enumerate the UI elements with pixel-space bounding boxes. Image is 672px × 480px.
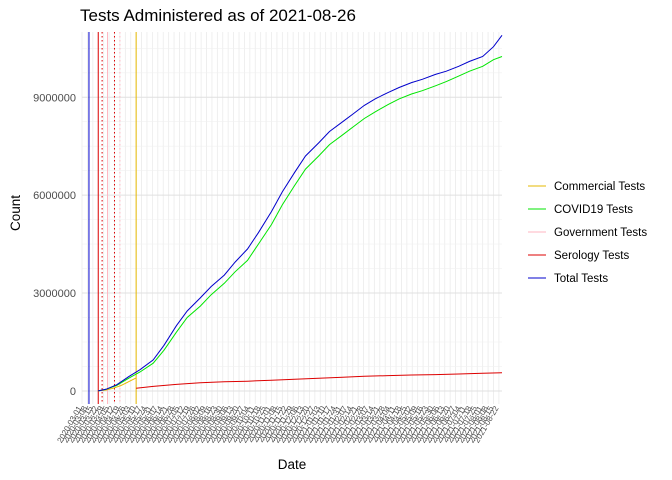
chart-title: Tests Administered as of 2021-08-26 (80, 6, 356, 25)
reference-lines (88, 32, 137, 404)
y-axis-title: Count (8, 195, 23, 231)
y-axis-ticks: 0 3000000 6000000 9000000 (33, 92, 76, 398)
x-axis-ticks: 2020-03-012020-03-082020-03-152020-03-22… (55, 404, 500, 444)
grid (81, 32, 502, 404)
legend: Commercial Tests COVID19 Tests Government … (528, 181, 647, 285)
series-lines (98, 35, 503, 392)
legend-label: Total Tests (554, 273, 608, 285)
y-tick-label: 6000000 (33, 190, 76, 202)
series-line (98, 377, 137, 392)
series-line (98, 35, 503, 392)
series-line (98, 56, 503, 392)
y-tick-label: 0 (70, 386, 76, 398)
y-tick-label: 9000000 (33, 92, 76, 104)
y-tick-label: 3000000 (33, 288, 76, 300)
legend-label: Serology Tests (554, 250, 629, 262)
legend-label: COVID19 Tests (554, 204, 633, 216)
series-line (136, 372, 503, 389)
legend-label: Commercial Tests (554, 181, 645, 193)
x-axis-title: Date (278, 457, 307, 472)
legend-label: Government Tests (554, 227, 647, 239)
